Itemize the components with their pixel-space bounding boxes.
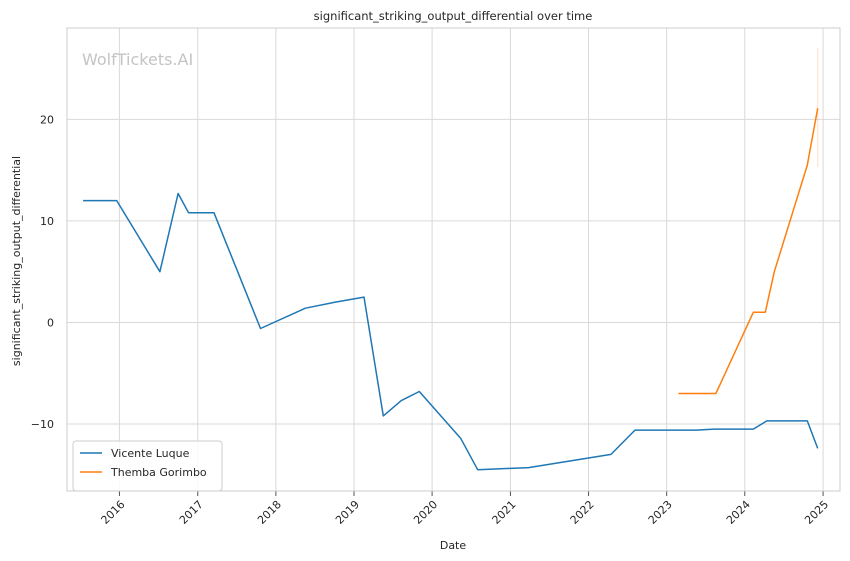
x-tick-label: 2024 xyxy=(724,498,753,527)
x-axis-label: Date xyxy=(440,539,467,552)
series-line-1 xyxy=(678,108,819,395)
y-tick-label: 10 xyxy=(40,215,54,228)
axes-frame xyxy=(66,27,841,492)
y-tick-label: 0 xyxy=(47,316,54,329)
chart-title: significant_striking_output_differential… xyxy=(314,9,593,23)
plot-area xyxy=(83,48,819,471)
x-tick-label: 2023 xyxy=(646,498,675,527)
y-tick-label: 20 xyxy=(40,113,54,126)
legend: Vicente Luque Themba Gorimbo xyxy=(72,440,223,492)
grid-lines xyxy=(67,28,840,491)
watermark: WolfTickets.AI xyxy=(82,50,193,69)
series-line-0 xyxy=(83,192,819,471)
legend-label: Vicente Luque xyxy=(111,447,190,460)
x-tick-label: 2022 xyxy=(568,498,597,527)
x-tick-label: 2021 xyxy=(490,498,519,527)
y-axis-label: significant_striking_output_differential xyxy=(10,156,23,366)
x-tick-label: 2020 xyxy=(411,498,440,527)
legend-label: Themba Gorimbo xyxy=(110,466,207,479)
x-tick-label: 2018 xyxy=(255,498,284,527)
legend-box xyxy=(72,440,223,492)
x-tick-label: 2017 xyxy=(177,498,206,527)
x-tick-label: 2016 xyxy=(99,498,128,527)
y-tick-label: −10 xyxy=(31,418,54,431)
x-tick-label: 2025 xyxy=(802,498,831,527)
x-tick-label: 2019 xyxy=(333,498,362,527)
